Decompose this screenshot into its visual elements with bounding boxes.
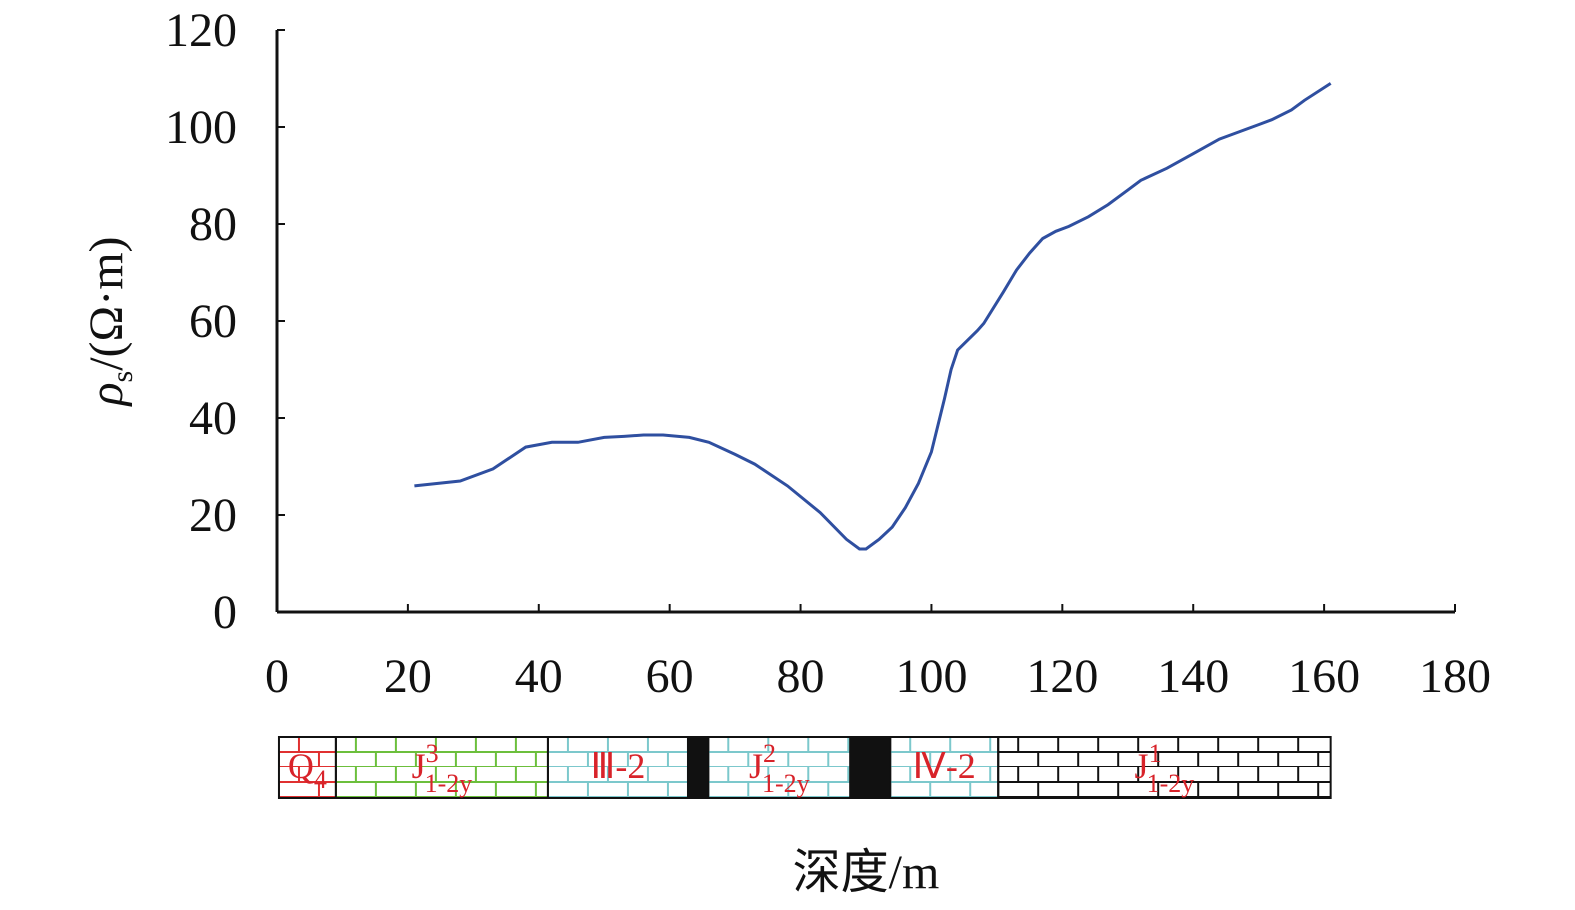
stratum-label: Ⅲ-2	[591, 746, 646, 786]
x-axis-label: 深度/m	[793, 846, 940, 899]
y-label-symbol: ρ	[80, 382, 133, 407]
stratum-label: J2 1-2y	[749, 739, 810, 798]
y-label-sub: s	[106, 371, 139, 383]
stratum	[686, 736, 710, 799]
stratum-label: Q4	[288, 746, 327, 794]
stratum	[334, 736, 549, 799]
y-tick-label: 100	[165, 101, 237, 154]
stratum-label-sup: 3	[426, 739, 439, 768]
stratum	[997, 736, 1332, 799]
stratum-label: J3 1-2y	[412, 739, 473, 798]
x-tick-label: 180	[1419, 650, 1491, 703]
stratum	[546, 736, 689, 799]
stratum-label-text: J	[1135, 746, 1149, 786]
x-tick-label: 160	[1288, 650, 1360, 703]
y-axis-label: ρs/(Ω·m)	[80, 236, 139, 407]
y-tick-label: 120	[165, 4, 237, 57]
stratum-label-sub: 1-2y	[1147, 769, 1195, 798]
x-tick-label: 60	[646, 650, 694, 703]
y-tick-label: 20	[189, 489, 237, 542]
x-tick-label: 140	[1157, 650, 1229, 703]
x-tick-label: 0	[265, 650, 289, 703]
stratum-label-sub: 1-2y	[425, 769, 473, 798]
y-tick-label: 0	[213, 586, 237, 639]
stratum-label-sub: 1-2y	[762, 769, 810, 798]
stratum-label-sup: 2	[763, 739, 776, 768]
x-tick-label: 120	[1026, 650, 1098, 703]
y-tick-label: 60	[189, 295, 237, 348]
y-tick-label: 40	[189, 392, 237, 445]
x-tick-label: 100	[895, 650, 967, 703]
stratum-label-sup: 1	[1149, 739, 1161, 768]
stratum-label: Ⅳ-2	[913, 746, 976, 786]
stratum-label: J1 1-2y	[1135, 739, 1195, 798]
stratum-label-text: Q	[288, 746, 314, 786]
line-series	[414, 82, 1332, 551]
stratum-label-sub: 4	[314, 765, 327, 794]
stratum-label-text: J	[749, 746, 763, 786]
x-tick-label: 80	[777, 650, 825, 703]
y-label-unit: /(Ω·m)	[80, 236, 133, 370]
stratum	[707, 736, 852, 799]
stratum-label-text: Ⅲ-2	[591, 746, 646, 786]
stratum	[889, 736, 1000, 799]
stratum	[849, 736, 892, 799]
x-tick-label: 20	[384, 650, 432, 703]
y-tick-label: 80	[189, 198, 237, 251]
stratum-label-text: Ⅳ-2	[913, 746, 976, 786]
x-tick-label: 40	[515, 650, 563, 703]
stratum	[277, 736, 337, 799]
stratum-label-text: J	[412, 746, 426, 786]
